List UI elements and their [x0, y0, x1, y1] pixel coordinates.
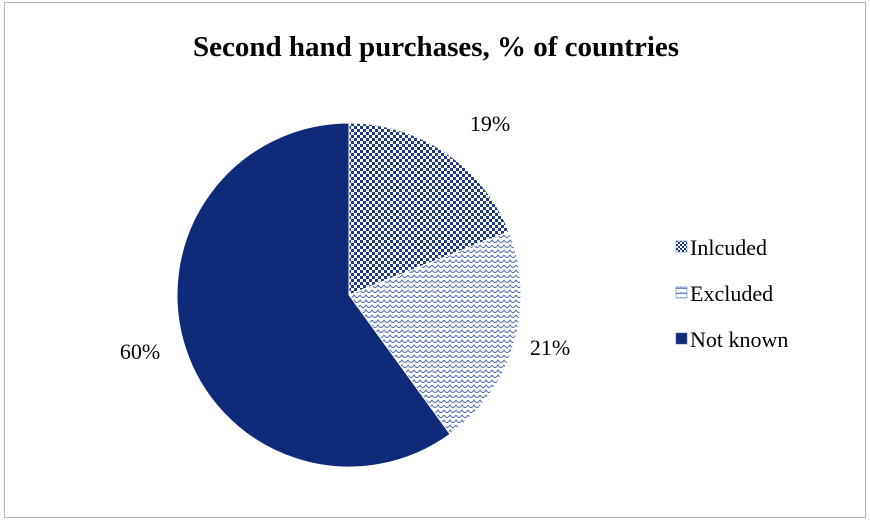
legend-swatch-excluded: [675, 286, 688, 299]
legend-swatch-inlcuded: [675, 240, 688, 253]
legend-label-excluded: Excluded: [690, 281, 773, 306]
pie-slice-inlcuded: [348, 122, 510, 296]
pie-slice-not-known: [176, 122, 451, 468]
pie-slice-excluded: [348, 231, 522, 435]
data-label-excluded: 21%: [530, 335, 570, 360]
legend: Inlcuded Excluded Not known: [675, 235, 788, 352]
pie-slices: [176, 122, 522, 468]
chart-title: Second hand purchases, % of countries: [192, 31, 680, 63]
data-label-not-known: 60%: [120, 339, 160, 364]
data-label-inlcuded: 19%: [470, 111, 510, 136]
data-labels: 19% 21% 60%: [120, 111, 570, 364]
legend-swatch-not-known: [675, 332, 688, 345]
legend-label-inlcuded: Inlcuded: [690, 235, 767, 260]
legend-label-not-known: Not known: [690, 327, 788, 352]
